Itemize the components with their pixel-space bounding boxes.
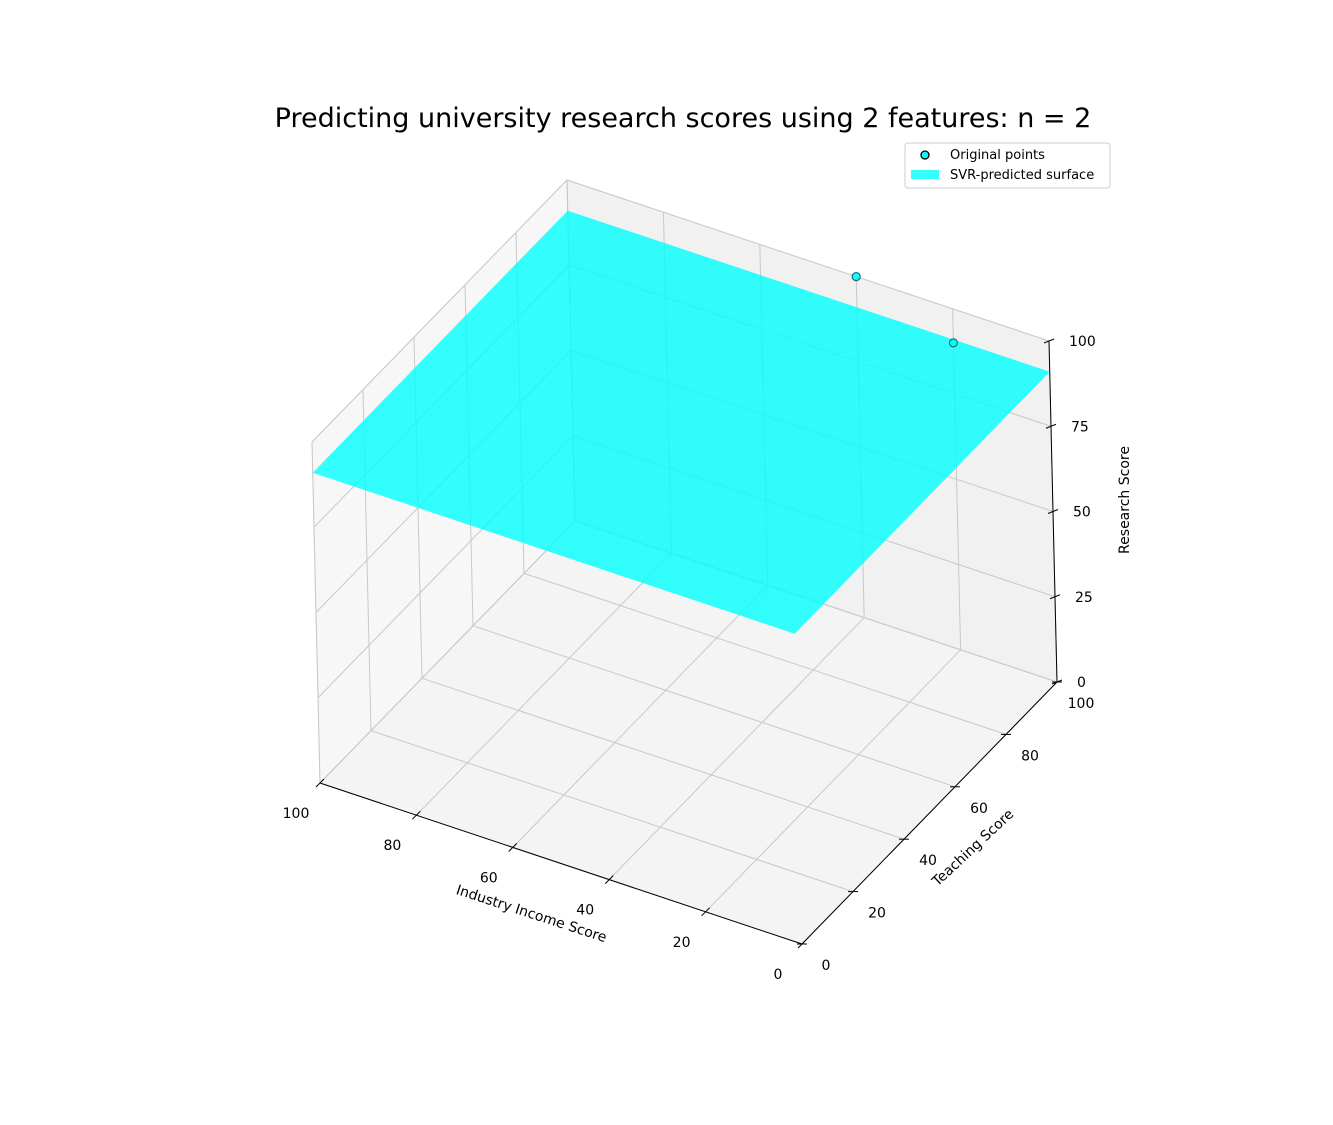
grid-line-z-wall [319, 520, 576, 784]
x-tick-mark [412, 810, 421, 820]
x-tick-label: 60 [480, 870, 498, 886]
z-tick-mark [1051, 679, 1063, 685]
x-tick-label: 0 [774, 967, 783, 983]
z-tick-mark [1049, 594, 1061, 600]
grid-line-z-back [566, 179, 1050, 342]
z-axis-label: Research Score [1117, 446, 1133, 554]
grid-line-y-floor [421, 677, 905, 840]
z-tick-label: 75 [1071, 419, 1089, 435]
legend-box [904, 142, 1111, 189]
z-tick-mark [1045, 423, 1057, 429]
z-tick-mark [1047, 509, 1059, 514]
grid-line-x-floor [608, 617, 865, 880]
grid-line-x-floor [705, 649, 961, 913]
x-axis-line [319, 782, 803, 945]
y-tick-label: 20 [868, 906, 886, 922]
legend-surface-patch [911, 170, 939, 179]
grid-line-y-floor [523, 572, 1007, 735]
y-axis-line [801, 681, 1058, 945]
svr-surface [312, 210, 1050, 634]
grid-line-z-wall [311, 179, 568, 443]
tick-marks: 100 80 60 40 20 0 0 20 40 60 80 100 0 25 50 75 100 [283, 334, 1096, 983]
grid-line-y-floor [370, 730, 854, 893]
z-tick-label: 25 [1075, 590, 1093, 606]
z-tick-label: 0 [1077, 675, 1086, 691]
grid-line-y-floor [472, 625, 956, 788]
legend-point-marker [920, 150, 930, 160]
legend-label-points: Original points [950, 148, 1045, 163]
y-tick-label: 80 [1021, 748, 1039, 764]
x-tick-label: 100 [283, 806, 310, 822]
data-point [948, 338, 959, 348]
x-tick-mark [604, 875, 614, 884]
x-tick-mark [701, 907, 710, 917]
y-tick-label: 0 [822, 958, 831, 974]
x-tick-label: 40 [576, 903, 594, 919]
grid-line-x-floor [512, 585, 769, 848]
x-tick-label: 80 [383, 838, 401, 854]
x-tick-label: 20 [673, 935, 691, 951]
y-axis-label: Teaching Score [929, 806, 1018, 890]
legend: Original points SVR-predicted surface [904, 142, 1111, 189]
grid-line-x-floor [416, 552, 672, 816]
z-tick-label: 50 [1073, 505, 1091, 521]
legend-label-surface: SVR-predicted surface [950, 168, 1094, 183]
x-tick-mark [315, 778, 325, 788]
y-tick-label: 40 [919, 853, 937, 869]
z-tick-label: 100 [1069, 334, 1096, 350]
data-marks [312, 210, 1050, 634]
z-tick-mark [1043, 338, 1055, 344]
y-tick-label: 100 [1068, 696, 1095, 712]
chart-title: Predicting university research scores us… [275, 103, 1092, 134]
x-tick-mark [508, 843, 518, 852]
data-point [851, 272, 861, 282]
y-tick-label: 60 [970, 801, 988, 817]
